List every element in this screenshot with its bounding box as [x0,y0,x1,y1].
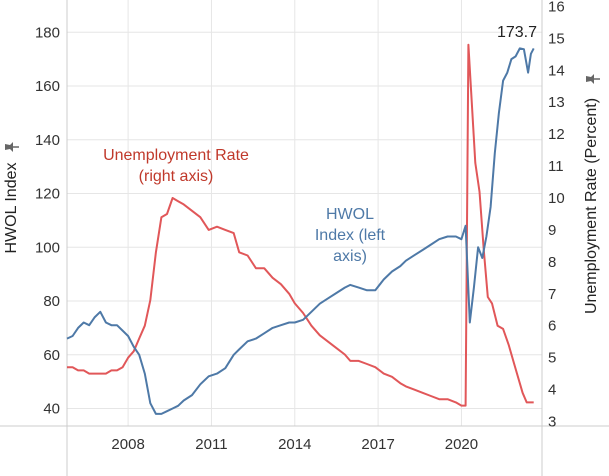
left-tick-label: 120 [35,186,60,203]
right-tick-label: 15 [548,30,565,47]
right-tick-label: 8 [548,254,556,271]
right-axis-title: Unemployment Rate (Percent) [583,98,600,314]
x-axis-ticks: 2008 2011 2014 2017 2020 [111,436,478,453]
unemployment-label-line-1: Unemployment Rate [103,147,249,164]
left-axis-ticks: 40 60 80 100 120 140 160 180 [35,24,60,417]
right-tick-label: 4 [548,382,556,399]
right-tick-label: 5 [548,350,556,367]
left-axis-title: HWOL Index [3,163,20,254]
right-tick-label: 6 [548,318,556,335]
unemployment-series-label: Unemployment Rate (right axis) [103,147,249,185]
right-tick-label: 7 [548,286,556,303]
x-tick-label: 2020 [445,436,478,453]
left-tick-label: 40 [43,401,60,418]
right-axis-title-group: Unemployment Rate (Percent) [583,74,600,314]
hwol-index-line [66,47,535,415]
left-tick-label: 80 [43,293,60,310]
left-tick-label: 100 [35,239,60,256]
series-layer [66,43,535,415]
x-tick-label: 2014 [278,436,311,453]
pin-icon[interactable] [586,74,600,84]
right-axis-ticks: 3 4 5 6 7 8 9 10 11 12 13 14 15 16 [548,0,565,431]
left-tick-label: 60 [43,347,60,364]
left-tick-label: 160 [35,78,60,95]
x-tick-label: 2008 [111,436,144,453]
x-tick-label: 2011 [195,436,227,453]
x-tick-label: 2017 [361,436,394,453]
hwol-label-line-3: axis) [333,248,367,265]
right-tick-label: 13 [548,94,565,111]
hwol-label-line-2: Index (left [315,227,386,244]
right-tick-label: 3 [548,414,556,431]
unemployment-label-line-2: (right axis) [139,168,214,185]
gridlines [67,0,542,426]
hwol-peak-value-label: 173.7 [497,24,537,41]
right-tick-label: 11 [548,158,564,175]
right-tick-label: 9 [548,222,556,239]
right-tick-label: 14 [548,62,565,79]
right-tick-label: 16 [548,0,565,15]
right-tick-label: 12 [548,126,565,143]
right-tick-label: 10 [548,190,565,207]
left-tick-label: 180 [35,24,60,41]
hwol-series-label: HWOL Index (left axis) [315,206,386,265]
hwol-label-line-1: HWOL [326,206,374,223]
left-axis-title-group: HWOL Index [3,142,20,254]
pin-icon[interactable] [5,142,19,152]
left-tick-label: 140 [35,132,60,149]
